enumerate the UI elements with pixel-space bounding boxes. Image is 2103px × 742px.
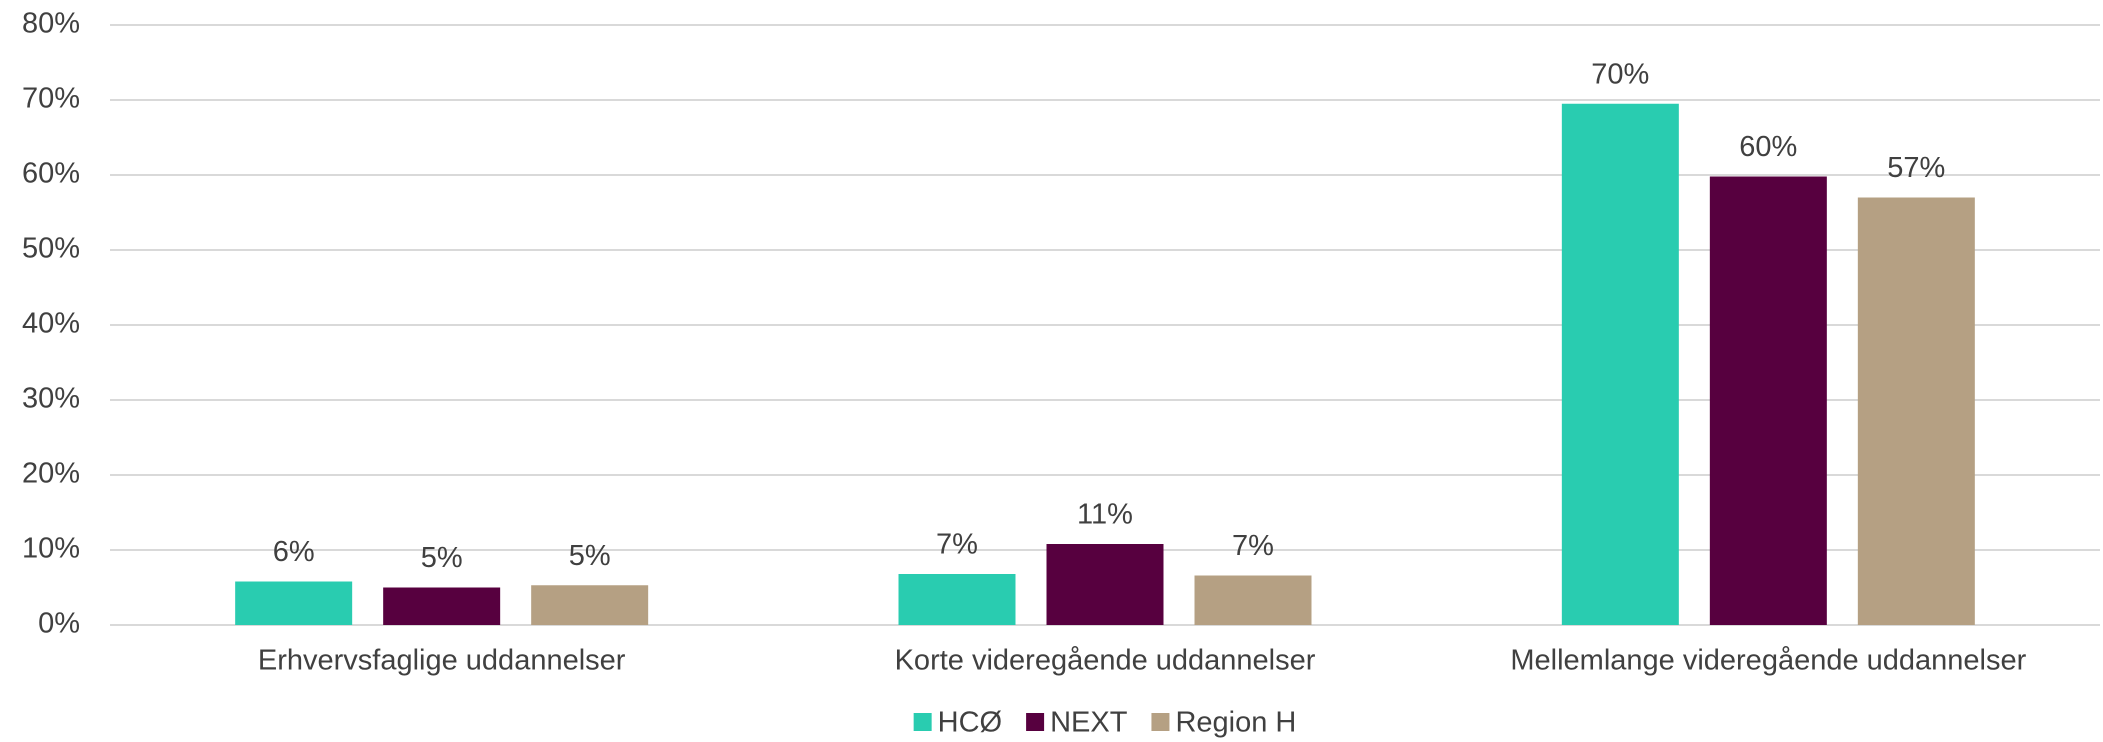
bar [898,574,1016,625]
y-tick-label: 30% [22,383,80,415]
bar [1194,575,1312,625]
data-label: 6% [273,536,315,568]
legend-swatch [1026,713,1045,731]
x-tick-label: Mellemlange videregående uddannelser [1510,645,2026,677]
y-tick-label: 80% [22,8,80,40]
data-label: 11% [1077,499,1133,531]
legend-label: Region H [1175,707,1296,739]
y-tick-label: 40% [22,308,80,340]
data-label: 60% [1739,131,1797,163]
bar [235,581,353,625]
bar [1857,197,1975,625]
data-label: 70% [1591,58,1649,90]
bar [1709,176,1827,625]
data-label: 5% [569,540,611,572]
y-tick-label: 20% [22,458,80,490]
y-tick-label: 50% [22,233,80,265]
legend-label: NEXT [1050,707,1128,739]
data-label: 7% [1232,530,1274,562]
data-label: 7% [936,529,978,561]
y-tick-label: 70% [22,83,80,115]
bar [531,585,649,625]
y-tick-label: 0% [38,608,80,640]
y-tick-label: 60% [22,158,80,190]
bar [383,587,501,625]
bar [1561,103,1679,625]
legend-label: HCØ [938,707,1002,739]
data-label: 57% [1887,152,1945,184]
y-tick-label: 10% [22,533,80,565]
x-tick-label: Korte videregående uddannelser [895,645,1316,677]
x-tick-label: Erhvervsfaglige uddannelser [258,645,626,677]
data-label: 5% [421,542,463,574]
bar [1046,544,1164,625]
legend-swatch [1151,713,1170,731]
legend-swatch [913,713,932,731]
